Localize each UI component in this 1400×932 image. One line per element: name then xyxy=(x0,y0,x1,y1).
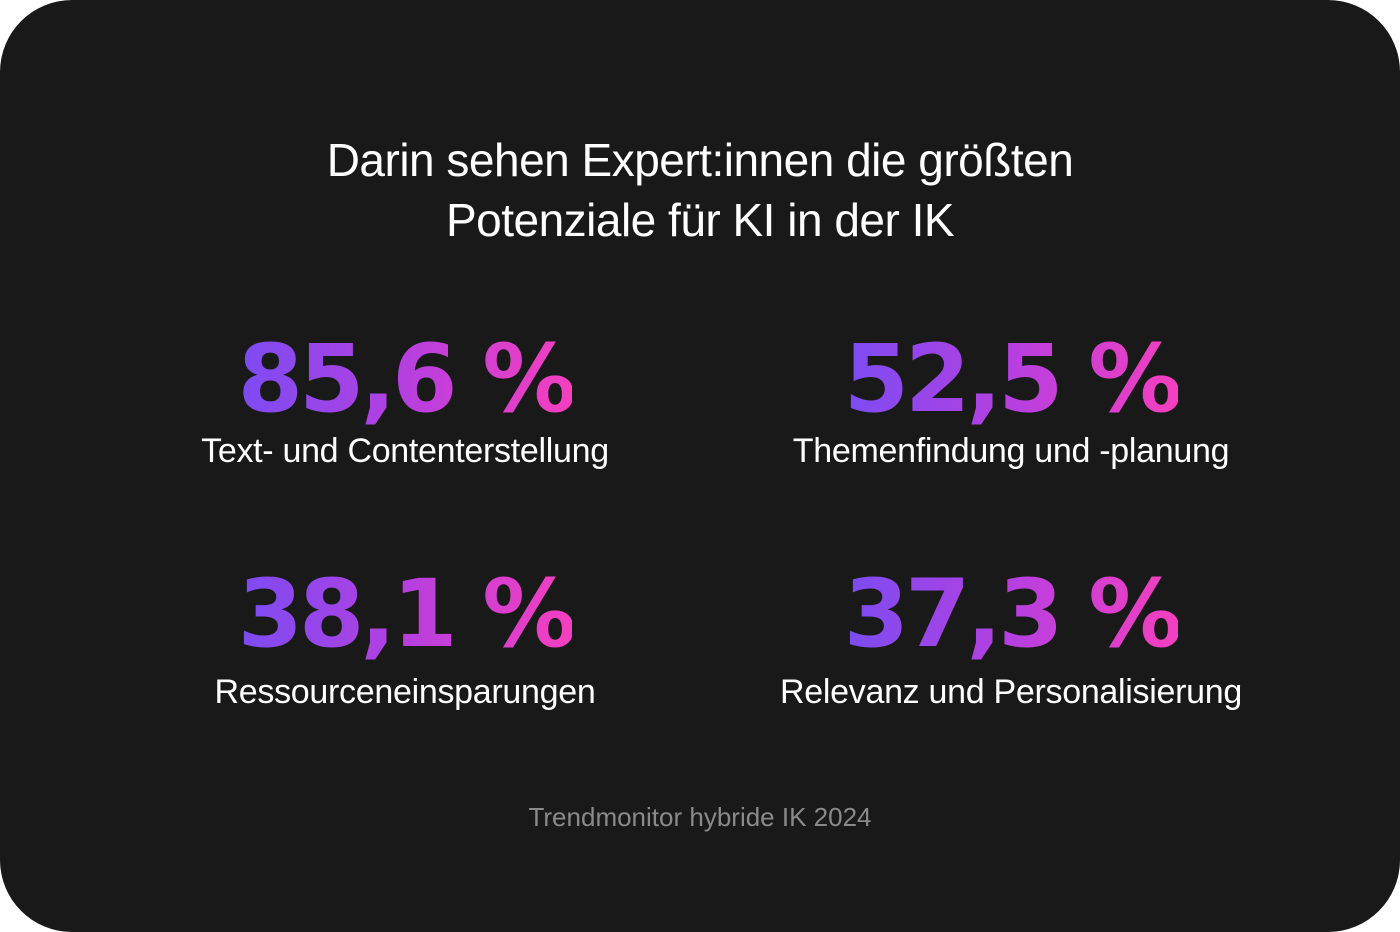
stat-label: Text- und Contenterstellung xyxy=(201,432,609,470)
stat-block-resource-savings: 38,1 % Ressourceneinsparungen xyxy=(55,565,755,713)
stat-label: Ressourceneinsparungen xyxy=(214,673,596,711)
stat-block-text-content: 85,6 % Text- und Contenterstellung xyxy=(55,330,755,472)
stat-value: 38,1 % xyxy=(237,560,577,669)
stat-label: Relevanz und Personalisierung xyxy=(780,673,1242,711)
title-line-2: Potenziale für KI in der IK xyxy=(445,194,955,246)
title-line-1: Darin sehen Expert:innen die größten xyxy=(326,134,1074,186)
stat-value: 37,3 % xyxy=(843,560,1183,669)
stat-block-topic-planning: 52,5 % Themenfindung und -planung xyxy=(661,330,1361,472)
stat-value: 85,6 % xyxy=(237,325,577,434)
source-caption: Trendmonitor hybride IK 2024 xyxy=(528,802,872,832)
stat-block-relevance-personalization: 37,3 % Relevanz und Personalisierung xyxy=(661,565,1361,713)
stat-value: 52,5 % xyxy=(843,325,1183,434)
page-title: Darin sehen Expert:innen die größten Pot… xyxy=(0,130,1400,250)
stat-label: Themenfindung und -planung xyxy=(792,432,1230,470)
